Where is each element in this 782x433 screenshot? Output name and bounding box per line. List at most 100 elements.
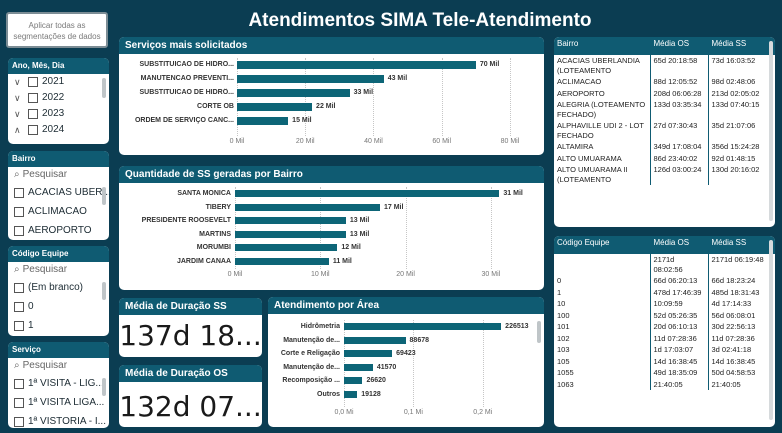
table-cell: 105 [557, 356, 570, 366]
checkbox[interactable] [14, 320, 24, 331]
table-cell: 66d 18:23:24 [707, 275, 775, 287]
slicer-date-item[interactable]: ∨ 2022 [8, 90, 109, 106]
scrollbar[interactable] [102, 282, 106, 300]
slicer-item-label: 1ª VISITA LIGA... [28, 396, 105, 408]
bar[interactable] [235, 190, 500, 197]
equipe-search-input[interactable]: ⌕ Pesquisar [8, 262, 109, 278]
bar[interactable] [237, 75, 384, 83]
bar[interactable] [344, 336, 406, 344]
table-row[interactable]: 101 20d 06:10:13 30d 22:56:13 [554, 321, 775, 333]
slicer-item[interactable]: 1ª VISITA - LIG... [8, 374, 109, 393]
scrollbar[interactable] [537, 321, 541, 343]
table-row[interactable]: 0 66d 06:20:13 66d 18:23:24 [554, 275, 775, 287]
slicer-item-label: 2021 [42, 76, 65, 87]
table-row[interactable]: 105 14d 16:38:45 14d 16:38:45 [554, 355, 775, 367]
scrollbar[interactable] [102, 187, 106, 205]
checkbox[interactable] [28, 109, 38, 119]
bar[interactable] [235, 230, 346, 238]
table-cell: 133d 03:35:34 [649, 99, 708, 120]
scrollbar[interactable] [769, 41, 773, 221]
checkbox[interactable] [14, 206, 24, 217]
table-row[interactable]: 1 478d 17:46:39 485d 18:31:43 [554, 286, 775, 298]
bar[interactable] [344, 377, 363, 384]
checkbox[interactable] [14, 397, 24, 408]
table-row[interactable]: ALPHAVILLE UDI 2 - LOT FECHADO 27d 07:30:… [554, 120, 775, 141]
slicer-item[interactable]: ACACIAS UBER... [8, 183, 109, 202]
col-header-media-os[interactable]: Média OS [649, 37, 708, 55]
checkbox[interactable] [14, 378, 24, 389]
chart-area-panel: Atendimento por Área 0,0 Mi 0,1 Mi 0,2 Mi H… [268, 297, 544, 427]
table-row[interactable]: 1055 49d 18:35:09 50d 04:58:53 [554, 367, 775, 379]
col-header-bairro[interactable]: Bairro [554, 37, 650, 55]
table-row[interactable]: ALTO UMUARAMA II (LOTEAMENTO 126d 03:00:2… [554, 164, 775, 185]
scrollbar[interactable] [102, 78, 106, 98]
table-row[interactable]: AEROPORTO 208d 06:06:28 213d 02:05:02 [554, 87, 775, 99]
table-row[interactable]: ACACIAS UBERLANDIA (LOTEAMENTO 65d 20:18:… [554, 55, 775, 76]
chevron-down-icon[interactable]: ∨ [14, 109, 21, 119]
slicer-date-item[interactable]: ∨ 2023 [8, 106, 109, 122]
scrollbar[interactable] [769, 240, 773, 420]
checkbox[interactable] [14, 187, 24, 198]
bar[interactable] [237, 89, 350, 97]
table-cell: 356d 15:24:28 [707, 141, 775, 153]
table-row[interactable]: 102 11d 07:28:36 11d 07:28:36 [554, 332, 775, 344]
table-row[interactable]: ALEGRIA (LOTEAMENTO FECHADO) 133d 03:35:3… [554, 99, 775, 120]
bar[interactable] [344, 323, 502, 330]
checkbox[interactable] [28, 93, 38, 103]
table-cell: 21:40:05 [707, 378, 775, 390]
table-row[interactable]: ACLIMACAO 88d 12:05:52 98d 02:48:06 [554, 76, 775, 88]
table-row[interactable]: 1063 21:40:05 21:40:05 [554, 378, 775, 390]
checkbox[interactable] [28, 125, 38, 135]
col-header-media-ss[interactable]: Média SS [707, 236, 775, 254]
table-row[interactable]: 2171d 08:02:56 2171d 06:19:48 [554, 254, 775, 275]
scrollbar[interactable] [102, 378, 106, 396]
chevron-down-icon[interactable]: ∨ [14, 77, 21, 87]
bar[interactable] [235, 203, 380, 211]
bar[interactable] [235, 244, 338, 251]
table-row[interactable]: 10 10:09:59 4d 17:14:33 [554, 298, 775, 310]
slicer-item[interactable]: AEROPORTO [8, 221, 109, 240]
bar[interactable] [237, 117, 289, 125]
checkbox[interactable] [14, 416, 24, 427]
table-row[interactable]: 103 1d 17:03:07 3d 02:41:18 [554, 344, 775, 356]
chevron-up-icon[interactable]: ∧ [14, 125, 21, 135]
category-label: PRESIDENTE ROOSEVELT [141, 217, 231, 224]
slicer-item[interactable]: 1ª VISTORIA - I... [8, 412, 109, 428]
checkbox[interactable] [14, 301, 24, 312]
bar[interactable] [237, 103, 313, 111]
slicer-item[interactable]: 0 [8, 297, 109, 316]
chevron-down-icon[interactable]: ∨ [14, 93, 21, 103]
kpi-duracao-ss-title: Média de Duração SS [119, 298, 262, 315]
x-tick-label: 20 Mil [396, 271, 415, 278]
data-label: 43 Mil [387, 75, 408, 82]
data-label: 13 Mil [349, 217, 370, 224]
col-header-codigo-equipe[interactable]: Código Equipe [554, 236, 650, 254]
slicer-item[interactable]: 1 [8, 316, 109, 335]
table-row[interactable]: ALTO UMUARAMA 86d 23:40:02 92d 01:48:15 [554, 152, 775, 164]
table-cell: 133d 07:40:15 [707, 99, 775, 120]
bairro-search-input[interactable]: ⌕ Pesquisar [8, 167, 109, 183]
col-header-media-ss[interactable]: Média SS [707, 37, 775, 55]
checkbox[interactable] [28, 77, 38, 87]
slicer-item[interactable]: 1ª VISITA LIGA... [8, 393, 109, 412]
bar[interactable] [344, 363, 373, 371]
col-header-media-os[interactable]: Média OS [649, 236, 708, 254]
checkbox[interactable] [14, 282, 24, 293]
apply-all-slicers-button[interactable]: Aplicar todas as segmentações de dados [6, 12, 108, 48]
search-icon: ⌕ [14, 360, 20, 371]
slicer-item[interactable]: ACLIMACAO [8, 202, 109, 221]
bar[interactable] [235, 217, 346, 224]
bar[interactable] [344, 350, 393, 357]
servico-search-input[interactable]: ⌕ Pesquisar [8, 358, 109, 374]
table-cell: 101 [557, 322, 570, 331]
slicer-date-item[interactable]: ∧ 2024 [8, 122, 109, 138]
bar[interactable] [344, 390, 358, 398]
bar[interactable] [237, 61, 476, 69]
kpi-duracao-ss: Média de Duração SS 137d 18... [119, 298, 262, 357]
slicer-item[interactable]: (Em branco) [8, 278, 109, 297]
slicer-date-item[interactable]: ∨ 2021 [8, 74, 109, 90]
table-row[interactable]: 100 52d 05:26:35 56d 06:08:01 [554, 309, 775, 321]
checkbox[interactable] [14, 225, 24, 236]
table-row[interactable]: ALTAMIRA 349d 17:08:04 356d 15:24:28 [554, 141, 775, 153]
bar[interactable] [235, 257, 329, 265]
